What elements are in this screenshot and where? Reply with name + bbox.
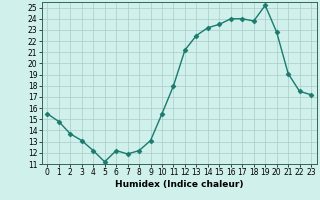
X-axis label: Humidex (Indice chaleur): Humidex (Indice chaleur): [115, 180, 244, 189]
